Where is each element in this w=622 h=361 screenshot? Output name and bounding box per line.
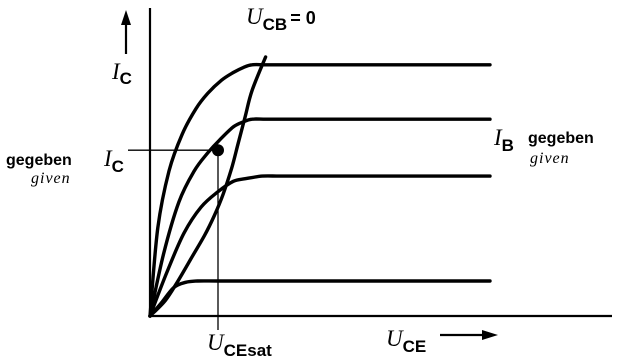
ib-label: IB [493,125,514,155]
y-axis-arrowhead [121,10,131,25]
ic-operating-label: IC [103,146,124,176]
saturation-curve [148,55,268,318]
ib-given-label-en: given [530,150,570,167]
ib-curve-3 [148,174,492,318]
ib-curve-1 [148,62,492,318]
ic-given-label-de: gegeben [6,152,72,169]
y-axis-label: IC [111,59,132,88]
ic-given-label-en: given [31,170,71,187]
ib-given-label-de: gegeben [528,130,594,147]
x-axis-arrowhead [482,330,498,340]
operating-point-marker [212,144,224,157]
uce-sat-label: UCEsat [207,330,272,360]
saturation-curve-label: UCB = 0 [246,4,316,34]
series-group [148,62,492,318]
ib-curve-4 [148,279,492,318]
ib-curve-2 [148,117,492,318]
x-axis-label: UCE [386,326,426,356]
